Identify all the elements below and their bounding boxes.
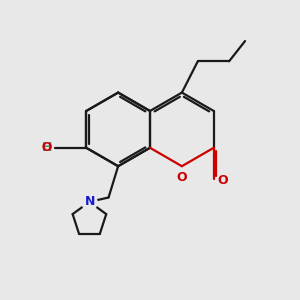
Text: N: N xyxy=(85,195,95,208)
Point xyxy=(87,200,92,204)
Text: N: N xyxy=(85,195,95,208)
Text: H: H xyxy=(42,141,52,154)
Text: O: O xyxy=(217,174,228,187)
Text: O: O xyxy=(33,141,52,154)
Text: O: O xyxy=(177,172,187,184)
